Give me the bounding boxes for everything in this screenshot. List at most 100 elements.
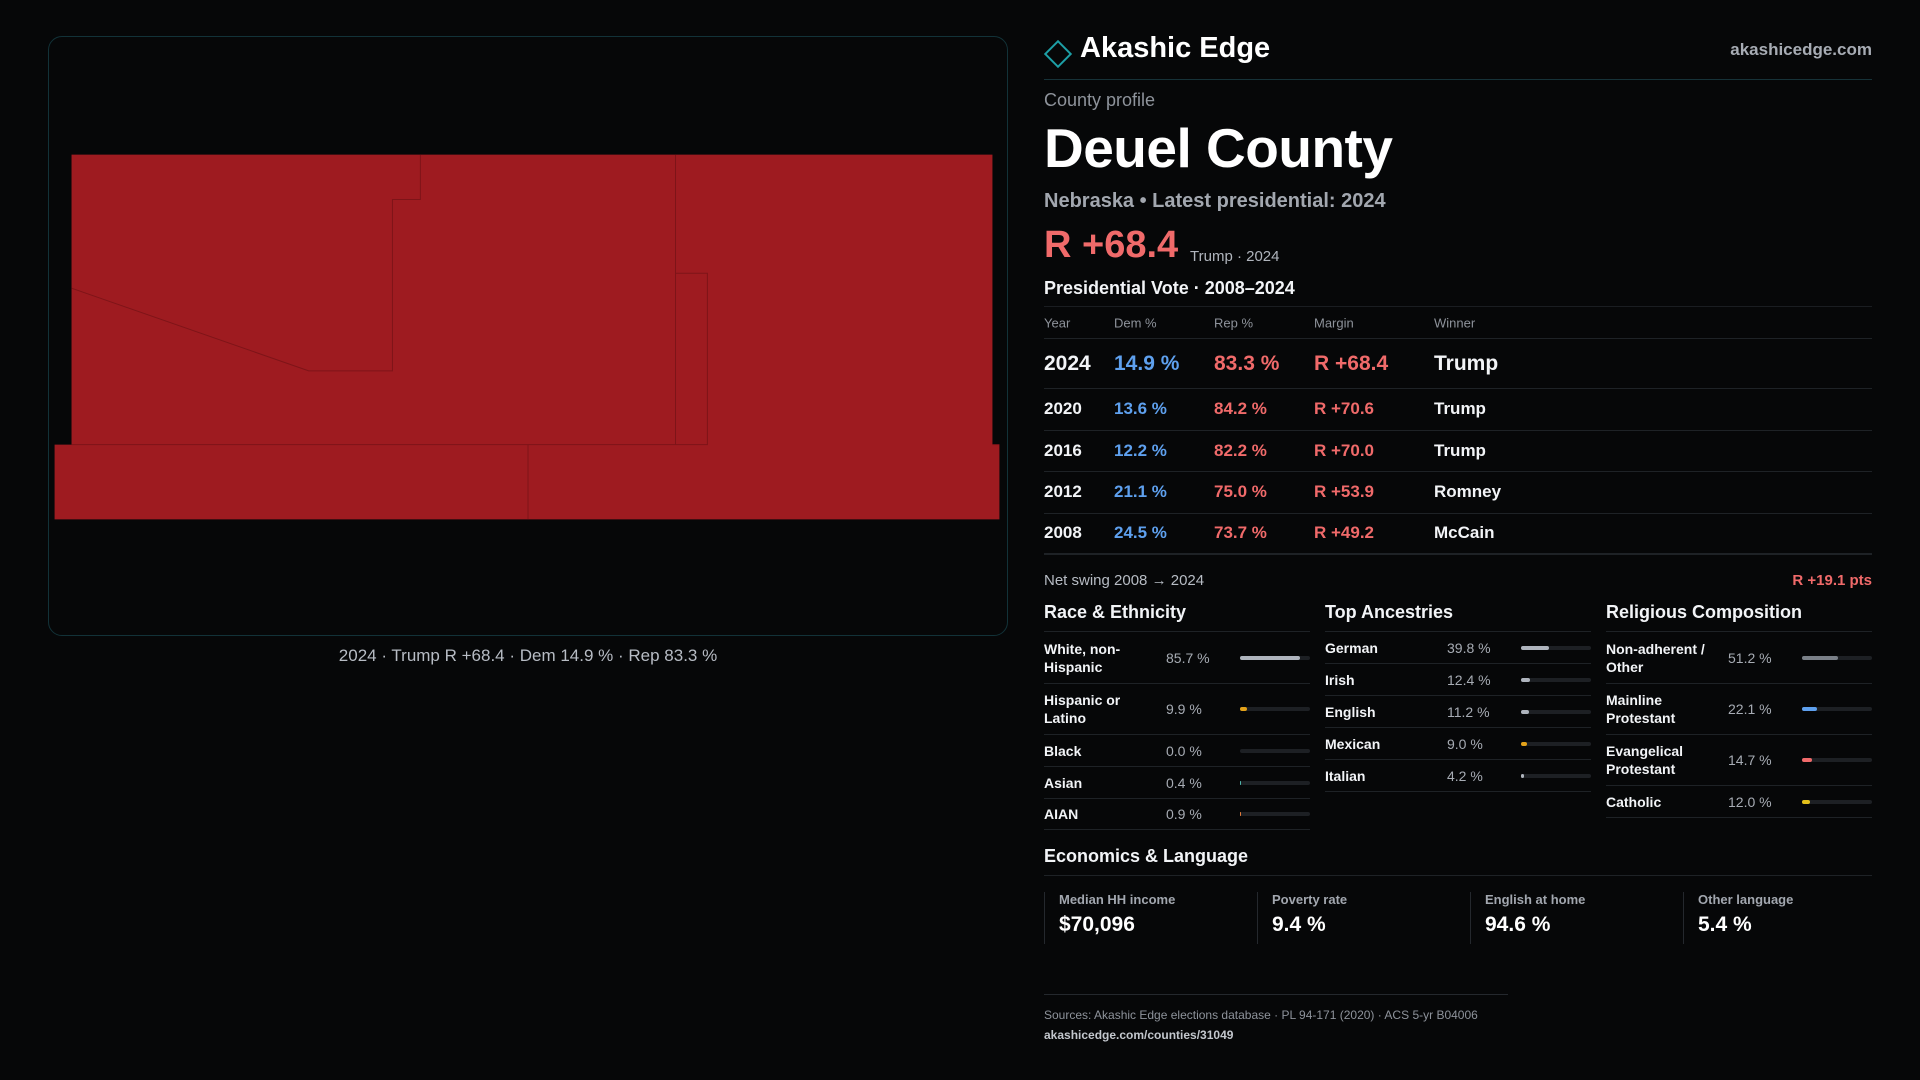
net-swing-label: Net swing 2008 → 2024 xyxy=(1044,572,1205,589)
econ-label: English at home xyxy=(1485,892,1586,907)
brand-header: Akashic Edge akashicedge.com xyxy=(1043,30,1872,80)
item-percent: 14.7 % xyxy=(1728,752,1772,768)
item-bar-track xyxy=(1521,709,1591,714)
econ-other-language: Other language 5.4 % xyxy=(1683,892,1896,944)
item-label: Hispanic or Latino xyxy=(1044,692,1121,726)
sources-footer: Sources: Akashic Edge elections database… xyxy=(1044,994,1508,1045)
net-swing-value: R +19.1 pts xyxy=(1792,572,1872,589)
row-dem: 24.5 % xyxy=(1114,523,1167,543)
item-percent: 51.2 % xyxy=(1728,649,1772,666)
race-ethnicity-section: Race & Ethnicity White, non-Hispanic 85.7… xyxy=(1044,602,1310,830)
item-bar-fill xyxy=(1240,812,1242,816)
row-rep: 73.7 % xyxy=(1214,523,1267,543)
item-bar-fill xyxy=(1521,709,1529,714)
item-bar-track xyxy=(1240,655,1310,660)
item-bar-track xyxy=(1240,812,1310,816)
brand-name: Akashic Edge xyxy=(1080,32,1271,64)
row-dem: 21.1 % xyxy=(1114,482,1167,502)
item-label: White, non-Hispanic xyxy=(1044,640,1121,675)
item-percent: 12.4 % xyxy=(1447,671,1491,688)
headline-note: Trump · 2024 xyxy=(1190,248,1280,265)
county-profile-panel: Akashic Edge akashicedge.com County prof… xyxy=(1043,0,1872,1080)
item-bar-track xyxy=(1802,707,1872,711)
item-bar-track xyxy=(1240,707,1310,711)
row-winner: McCain xyxy=(1434,523,1495,543)
county-shape[interactable] xyxy=(54,154,1000,520)
table-row: 2012 21.1 % 75.0 % R +53.9 Romney xyxy=(1044,472,1872,514)
county-region-main[interactable] xyxy=(54,154,1000,520)
item-label: Italian xyxy=(1325,767,1366,784)
race-title: Race & Ethnicity xyxy=(1044,602,1310,632)
econ-value: 9.4 % xyxy=(1272,913,1326,936)
item-bar-fill xyxy=(1802,799,1811,804)
row-year: 2008 xyxy=(1044,523,1082,543)
header-margin: Margin xyxy=(1314,315,1354,331)
item-bar-fill xyxy=(1521,645,1549,650)
table-row: 2020 13.6 % 84.2 % R +70.6 Trump xyxy=(1044,389,1872,431)
row-year: 2012 xyxy=(1044,482,1082,502)
item-label: Black xyxy=(1044,742,1082,759)
econ-label: Other language xyxy=(1698,892,1794,907)
row-winner: Trump xyxy=(1434,440,1486,460)
list-item: Hispanic or Latino 9.9 % xyxy=(1044,684,1310,735)
headline-margin: R +68.4 xyxy=(1044,224,1179,266)
row-year: 2020 xyxy=(1044,399,1082,419)
row-rep: 75.0 % xyxy=(1214,482,1267,502)
profile-subtitle: Nebraska • Latest presidential: 2024 xyxy=(1044,190,1386,212)
county-url-link[interactable]: akashicedge.com/counties/31049 xyxy=(1044,1028,1234,1042)
vote-table-header: Year Dem % Rep % Margin Winner xyxy=(1044,307,1872,339)
item-bar-fill xyxy=(1521,677,1530,682)
list-item: Catholic 12.0 % xyxy=(1606,786,1872,818)
list-item: Mainline Protestant 22.1 % xyxy=(1606,684,1872,735)
econ-label: Poverty rate xyxy=(1272,892,1348,907)
list-item: Italian 4.2 % xyxy=(1325,760,1591,792)
list-item: AIAN 0.9 % xyxy=(1044,799,1310,830)
list-item: Mexican 9.0 % xyxy=(1325,728,1591,760)
econ-label: Median HH income xyxy=(1059,892,1176,907)
item-percent: 9.9 % xyxy=(1166,701,1202,717)
row-dem: 14.9 % xyxy=(1114,351,1180,375)
header-winner: Winner xyxy=(1434,315,1476,331)
item-percent: 39.8 % xyxy=(1447,639,1491,656)
econ-value: $70,096 xyxy=(1059,913,1135,936)
item-bar-track xyxy=(1521,645,1591,650)
list-item: Black 0.0 % xyxy=(1044,735,1310,767)
page-title: Deuel County xyxy=(1044,117,1393,179)
row-margin: R +53.9 xyxy=(1314,482,1375,502)
county-internal-boundaries xyxy=(71,154,1000,520)
item-percent: 22.1 % xyxy=(1728,701,1772,717)
item-bar-track xyxy=(1240,748,1310,753)
item-percent: 85.7 % xyxy=(1166,649,1210,666)
county-map-panel[interactable] xyxy=(48,36,1008,636)
item-label: Non-adherent / Other xyxy=(1606,640,1705,675)
vote-section-title: Presidential Vote · 2008–2024 xyxy=(1044,278,1295,298)
item-bar-fill xyxy=(1802,758,1813,762)
table-row: 2008 24.5 % 73.7 % R +49.2 McCain xyxy=(1044,514,1872,555)
item-percent: 11.2 % xyxy=(1447,703,1490,720)
item-bar-track xyxy=(1240,780,1310,785)
item-label: Irish xyxy=(1325,671,1355,688)
row-winner: Romney xyxy=(1434,482,1502,502)
row-rep: 84.2 % xyxy=(1214,399,1267,419)
vote-table: Year Dem % Rep % Margin Winner 2024 14.9… xyxy=(1044,306,1872,555)
item-bar-track xyxy=(1521,677,1591,682)
list-item: English 11.2 % xyxy=(1325,696,1591,728)
ancestry-section: Top Ancestries German 39.8 % Irish 12.4 % En… xyxy=(1325,602,1591,792)
row-year: 2016 xyxy=(1044,440,1082,460)
item-percent: 4.2 % xyxy=(1447,767,1483,784)
header-year: Year xyxy=(1044,315,1071,331)
item-bar-fill xyxy=(1521,741,1528,746)
item-label: English xyxy=(1325,703,1376,720)
econ-value: 5.4 % xyxy=(1698,913,1752,936)
row-dem: 13.6 % xyxy=(1114,399,1167,419)
ancestry-title: Top Ancestries xyxy=(1325,602,1591,632)
diamond-icon xyxy=(1043,39,1073,69)
list-item: Evangelical Protestant 14.7 % xyxy=(1606,735,1872,786)
item-label: Asian xyxy=(1044,774,1083,791)
item-bar-track xyxy=(1521,773,1591,778)
brand-url-link[interactable]: akashicedge.com xyxy=(1730,40,1872,59)
item-bar-fill xyxy=(1802,707,1818,711)
county-map[interactable] xyxy=(49,37,1007,635)
item-label: Catholic xyxy=(1606,793,1662,810)
item-percent: 12.0 % xyxy=(1728,793,1772,810)
